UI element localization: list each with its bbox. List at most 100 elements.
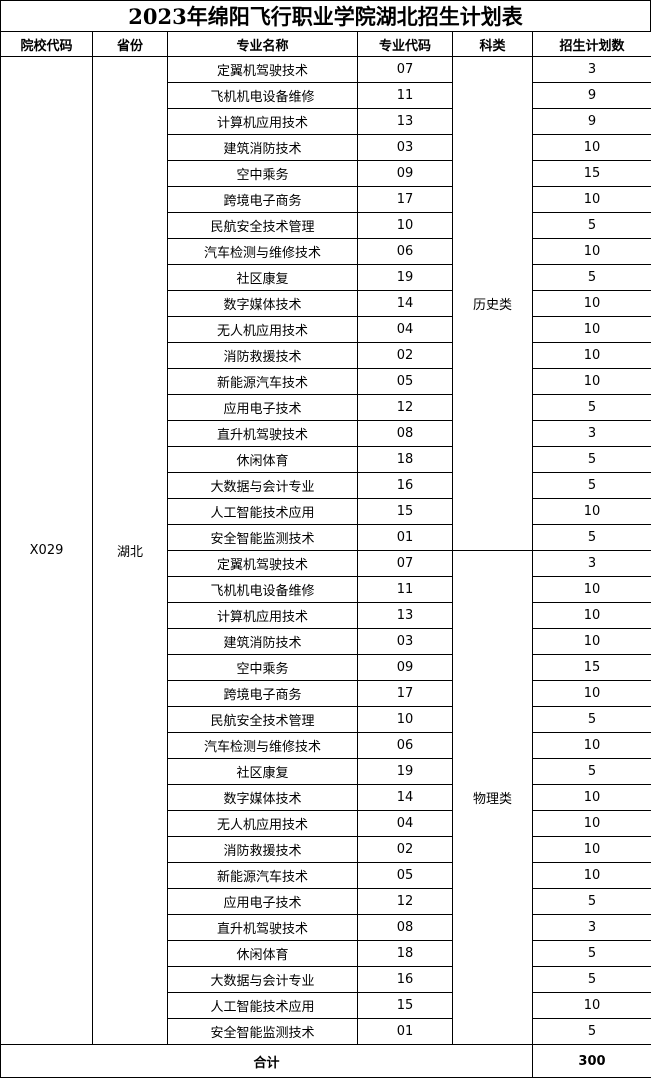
major-code-cell: 08 <box>358 421 453 447</box>
major-name-cell: 安全智能监测技术 <box>168 525 358 551</box>
plan-count-cell: 10 <box>533 239 651 265</box>
plan-count-cell: 3 <box>533 551 651 577</box>
major-name-cell: 跨境电子商务 <box>168 187 358 213</box>
major-code-cell: 01 <box>358 525 453 551</box>
major-name-cell: 直升机驾驶技术 <box>168 915 358 941</box>
major-code-cell: 17 <box>358 187 453 213</box>
header-major-code: 专业代码 <box>358 32 453 57</box>
major-code-cell: 08 <box>358 915 453 941</box>
category-cell: 历史类 <box>453 57 533 551</box>
header-province: 省份 <box>93 32 168 57</box>
plan-count-cell: 10 <box>533 291 651 317</box>
province-cell: 湖北 <box>93 57 168 1045</box>
major-code-cell: 03 <box>358 629 453 655</box>
plan-count-cell: 5 <box>533 1019 651 1045</box>
plan-count-cell: 5 <box>533 889 651 915</box>
plan-count-cell: 5 <box>533 473 651 499</box>
major-name-cell: 数字媒体技术 <box>168 291 358 317</box>
page-title: 2023年绵阳飞行职业学院湖北招生计划表 <box>0 0 651 31</box>
major-code-cell: 13 <box>358 109 453 135</box>
plan-count-cell: 5 <box>533 941 651 967</box>
plan-count-cell: 5 <box>533 447 651 473</box>
major-code-cell: 12 <box>358 395 453 421</box>
major-name-cell: 应用电子技术 <box>168 395 358 421</box>
major-code-cell: 15 <box>358 993 453 1019</box>
major-name-cell: 飞机机电设备维修 <box>168 83 358 109</box>
major-name-cell: 汽车检测与维修技术 <box>168 733 358 759</box>
major-code-cell: 10 <box>358 213 453 239</box>
plan-count-cell: 3 <box>533 915 651 941</box>
major-name-cell: 无人机应用技术 <box>168 811 358 837</box>
plan-count-cell: 5 <box>533 395 651 421</box>
major-name-cell: 数字媒体技术 <box>168 785 358 811</box>
header-row: 院校代码 省份 专业名称 专业代码 科类 招生计划数 <box>1 32 651 57</box>
major-code-cell: 04 <box>358 811 453 837</box>
major-code-cell: 18 <box>358 941 453 967</box>
major-code-cell: 02 <box>358 837 453 863</box>
major-name-cell: 空中乘务 <box>168 655 358 681</box>
plan-count-cell: 10 <box>533 629 651 655</box>
major-name-cell: 直升机驾驶技术 <box>168 421 358 447</box>
major-code-cell: 16 <box>358 967 453 993</box>
plan-count-cell: 5 <box>533 707 651 733</box>
major-name-cell: 民航安全技术管理 <box>168 707 358 733</box>
plan-count-cell: 5 <box>533 759 651 785</box>
major-code-cell: 19 <box>358 265 453 291</box>
major-name-cell: 计算机应用技术 <box>168 603 358 629</box>
major-code-cell: 07 <box>358 57 453 83</box>
major-code-cell: 01 <box>358 1019 453 1045</box>
major-code-cell: 05 <box>358 863 453 889</box>
plan-count-cell: 10 <box>533 135 651 161</box>
total-label: 合计 <box>1 1045 533 1078</box>
major-name-cell: 大数据与会计专业 <box>168 473 358 499</box>
plan-count-cell: 10 <box>533 369 651 395</box>
plan-count-cell: 9 <box>533 83 651 109</box>
plan-count-cell: 3 <box>533 421 651 447</box>
major-code-cell: 07 <box>358 551 453 577</box>
major-name-cell: 人工智能技术应用 <box>168 993 358 1019</box>
major-name-cell: 飞机机电设备维修 <box>168 577 358 603</box>
major-name-cell: 定翼机驾驶技术 <box>168 551 358 577</box>
major-code-cell: 18 <box>358 447 453 473</box>
header-plan-count: 招生计划数 <box>533 32 651 57</box>
plan-count-cell: 5 <box>533 525 651 551</box>
plan-count-cell: 10 <box>533 343 651 369</box>
major-name-cell: 汽车检测与维修技术 <box>168 239 358 265</box>
major-code-cell: 15 <box>358 499 453 525</box>
major-name-cell: 休闲体育 <box>168 447 358 473</box>
major-code-cell: 10 <box>358 707 453 733</box>
total-row: 合计 300 <box>1 1045 651 1078</box>
plan-count-cell: 10 <box>533 837 651 863</box>
major-name-cell: 定翼机驾驶技术 <box>168 57 358 83</box>
major-code-cell: 03 <box>358 135 453 161</box>
major-code-cell: 12 <box>358 889 453 915</box>
major-name-cell: 跨境电子商务 <box>168 681 358 707</box>
plan-count-cell: 10 <box>533 993 651 1019</box>
major-name-cell: 空中乘务 <box>168 161 358 187</box>
major-name-cell: 新能源汽车技术 <box>168 369 358 395</box>
major-name-cell: 民航安全技术管理 <box>168 213 358 239</box>
major-name-cell: 大数据与会计专业 <box>168 967 358 993</box>
major-code-cell: 14 <box>358 785 453 811</box>
total-value: 300 <box>533 1045 651 1078</box>
plan-count-cell: 10 <box>533 317 651 343</box>
major-name-cell: 休闲体育 <box>168 941 358 967</box>
major-code-cell: 04 <box>358 317 453 343</box>
major-code-cell: 19 <box>358 759 453 785</box>
major-name-cell: 社区康复 <box>168 265 358 291</box>
major-name-cell: 消防救援技术 <box>168 343 358 369</box>
major-code-cell: 09 <box>358 655 453 681</box>
plan-count-cell: 10 <box>533 733 651 759</box>
major-code-cell: 13 <box>358 603 453 629</box>
plan-count-cell: 5 <box>533 967 651 993</box>
major-name-cell: 新能源汽车技术 <box>168 863 358 889</box>
category-cell: 物理类 <box>453 551 533 1045</box>
major-code-cell: 16 <box>358 473 453 499</box>
major-code-cell: 06 <box>358 733 453 759</box>
major-name-cell: 建筑消防技术 <box>168 629 358 655</box>
major-name-cell: 人工智能技术应用 <box>168 499 358 525</box>
major-code-cell: 02 <box>358 343 453 369</box>
major-code-cell: 17 <box>358 681 453 707</box>
plan-count-cell: 10 <box>533 499 651 525</box>
